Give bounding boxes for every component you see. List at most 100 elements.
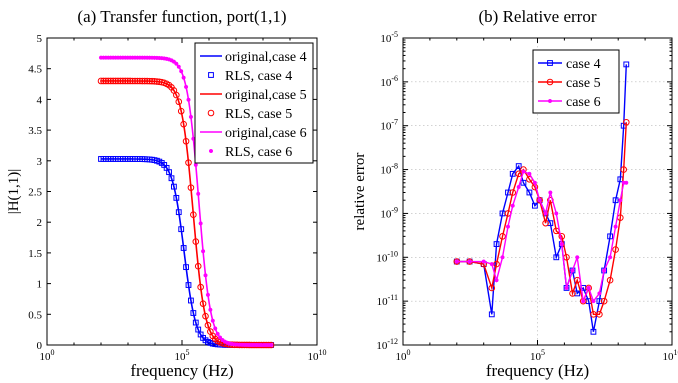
- series-markers-case 6: [454, 169, 629, 304]
- y-tick-label: 5: [37, 33, 43, 45]
- y-tick-label: 10-6: [380, 74, 398, 89]
- data-point: [526, 189, 533, 196]
- y-tick-label: 1: [37, 279, 43, 291]
- data-point: [570, 268, 575, 273]
- y-tick-label: 3: [37, 156, 43, 168]
- data-point: [184, 84, 189, 89]
- data-point: [612, 246, 619, 253]
- data-point: [166, 169, 172, 176]
- data-point: [509, 189, 517, 196]
- data-point: [542, 219, 549, 227]
- data-point: [174, 61, 179, 66]
- y-tick-label: 10-11: [377, 293, 398, 308]
- data-point: [187, 184, 195, 191]
- data-point: [520, 179, 527, 186]
- y-tick-label: 2: [37, 217, 43, 229]
- x-tick-label: 105: [530, 348, 545, 363]
- data-point: [112, 77, 119, 85]
- data-point: [198, 221, 203, 226]
- data-point: [136, 77, 144, 85]
- series-markers-RLS, case 6: [98, 55, 274, 348]
- x-axis-label: frequency (Hz): [130, 361, 233, 380]
- legend-label: case 5: [566, 76, 601, 91]
- data-point: [597, 291, 602, 296]
- data-point: [148, 77, 156, 85]
- x-tick-label: 100: [396, 348, 411, 363]
- legend-swatch: [208, 72, 214, 78]
- data-point: [97, 77, 105, 85]
- data-point: [126, 77, 134, 85]
- data-point: [569, 290, 576, 297]
- data-point: [168, 175, 175, 182]
- data-point: [139, 77, 146, 85]
- data-point: [177, 107, 185, 115]
- data-point: [213, 326, 218, 331]
- data-point: [613, 224, 618, 229]
- data-point: [117, 77, 124, 85]
- data-point: [612, 197, 619, 204]
- data-point: [194, 262, 202, 270]
- data-point: [536, 196, 543, 204]
- data-point: [185, 282, 192, 288]
- data-point: [620, 166, 627, 173]
- data-point: [190, 310, 197, 316]
- data-point: [181, 75, 186, 80]
- data-point: [119, 77, 127, 85]
- x-tick-label: 105: [175, 348, 190, 363]
- data-point: [124, 77, 132, 85]
- y-tick-label: 0.5: [28, 309, 42, 321]
- series-line-case 5: [456, 122, 627, 316]
- data-point: [199, 300, 207, 307]
- data-point: [114, 77, 122, 85]
- data-point: [178, 226, 185, 233]
- legend-label: RLS, case 5: [225, 107, 292, 122]
- x-axis-label: frequency (Hz): [486, 361, 589, 380]
- data-point: [204, 321, 212, 329]
- data-point: [203, 273, 208, 278]
- data-point: [602, 268, 607, 273]
- data-point: [175, 209, 182, 216]
- data-point: [192, 238, 200, 245]
- data-point: [488, 284, 496, 292]
- legend-label: case 6: [566, 95, 601, 110]
- legend-swatch-marker: [547, 98, 553, 104]
- data-point: [527, 171, 532, 176]
- data-point: [107, 77, 115, 85]
- data-point: [173, 91, 180, 99]
- data-point: [499, 233, 506, 240]
- data-point: [569, 267, 576, 274]
- data-point: [618, 198, 623, 203]
- y-tick-label: 4.5: [28, 64, 42, 76]
- x-tick-label: 1010: [308, 348, 327, 363]
- x-tick-label: 100: [40, 348, 55, 363]
- data-point: [532, 180, 537, 185]
- data-point: [600, 297, 608, 305]
- chart-title: (a) Transfer function, port(1,1): [77, 7, 286, 26]
- legend: case 4 case 5 case 6: [532, 49, 620, 114]
- legend-swatch: [208, 148, 214, 154]
- data-point: [624, 180, 629, 185]
- data-point: [129, 77, 136, 85]
- data-point: [183, 264, 189, 271]
- data-point: [190, 211, 197, 218]
- y-tick-label: 10-8: [380, 162, 398, 177]
- data-point: [192, 319, 199, 326]
- data-point: [559, 242, 564, 247]
- y-tick-label: 3.5: [28, 125, 42, 137]
- data-point: [607, 233, 614, 240]
- y-axis-label: relative error: [352, 153, 368, 231]
- data-point: [197, 283, 204, 291]
- y-tick-label: 10-12: [376, 337, 398, 352]
- data-point: [176, 64, 181, 69]
- data-point: [554, 211, 559, 216]
- data-point: [188, 114, 193, 119]
- data-point: [537, 198, 542, 203]
- data-point: [581, 299, 586, 304]
- data-point: [596, 311, 603, 318]
- data-point: [104, 77, 112, 85]
- data-point: [606, 276, 614, 284]
- data-point: [510, 203, 515, 208]
- data-point: [180, 245, 187, 251]
- y-tick-label: 10-10: [376, 249, 398, 264]
